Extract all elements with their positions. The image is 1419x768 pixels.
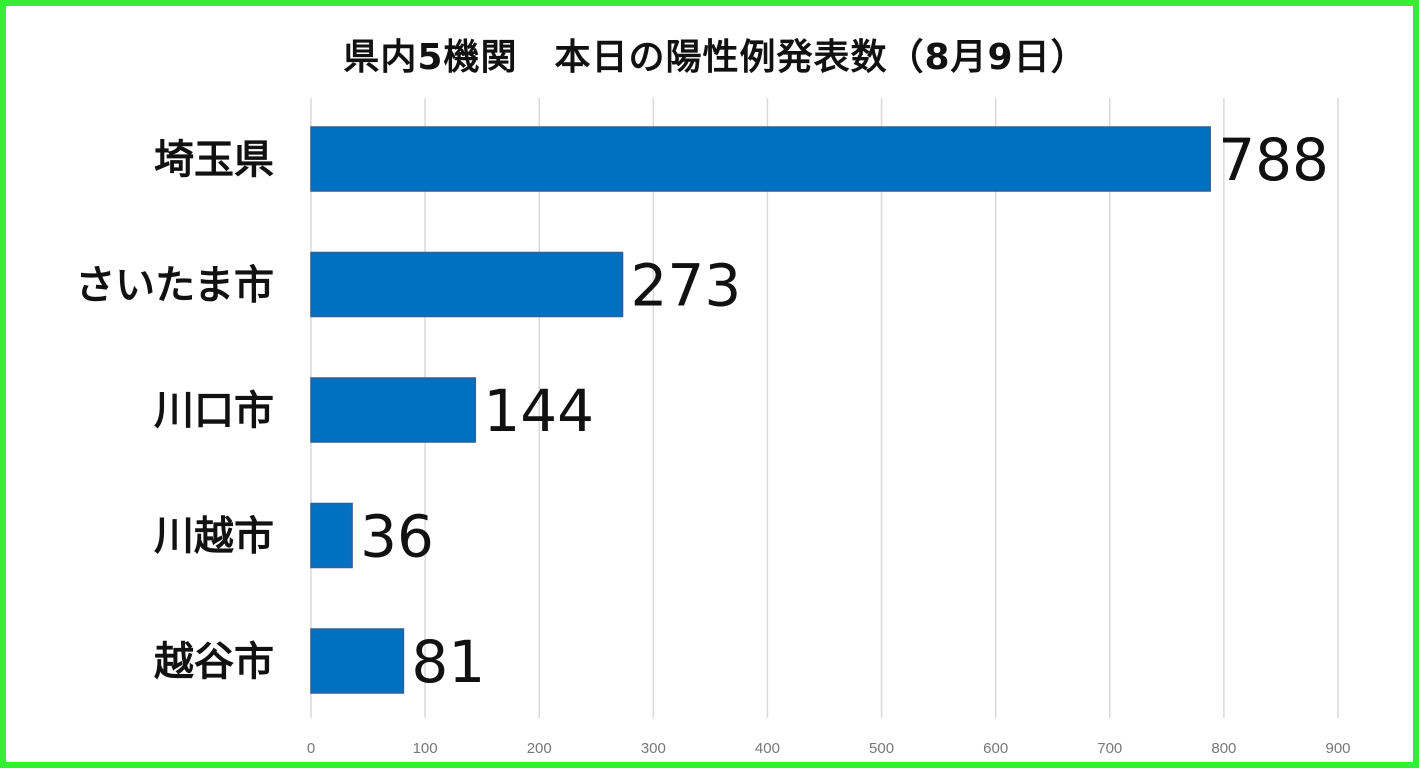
data-label: 273 (631, 252, 742, 320)
x-tick-label: 500 (869, 740, 894, 757)
bar (310, 377, 477, 443)
bar (310, 502, 353, 569)
category-label: 川口市 (154, 388, 274, 434)
bar (310, 251, 624, 318)
category-label: さいたま市 (75, 263, 274, 309)
category-label: 越谷市 (154, 639, 274, 685)
category-label: 埼玉県 (154, 137, 274, 183)
x-tick-label: 900 (1325, 740, 1350, 757)
x-tick-label: 600 (983, 740, 1008, 757)
data-label: 36 (360, 503, 434, 571)
x-tick-label: 400 (755, 740, 780, 757)
data-label: 788 (1218, 126, 1329, 194)
data-label: 144 (483, 377, 594, 445)
bar (310, 628, 405, 694)
x-tick-label: 800 (1211, 740, 1236, 757)
value-labels: 788 273 144 36 81 (360, 126, 1329, 696)
x-tick-label: 200 (527, 740, 552, 757)
chart-title: 県内5機関 本日の陽性例発表数（8月9日） (343, 37, 1088, 78)
data-label: 81 (411, 628, 485, 696)
bars (310, 126, 1211, 694)
x-tick-label: 0 (307, 740, 315, 757)
x-tick-labels: 0 100 200 300 400 500 600 700 800 900 (307, 740, 1351, 757)
bar (310, 126, 1211, 192)
x-tick-label: 300 (641, 740, 666, 757)
x-tick-label: 100 (413, 740, 438, 757)
x-tick-label: 700 (1097, 740, 1122, 757)
gridlines (310, 98, 1339, 718)
category-label: 川越市 (154, 514, 274, 560)
